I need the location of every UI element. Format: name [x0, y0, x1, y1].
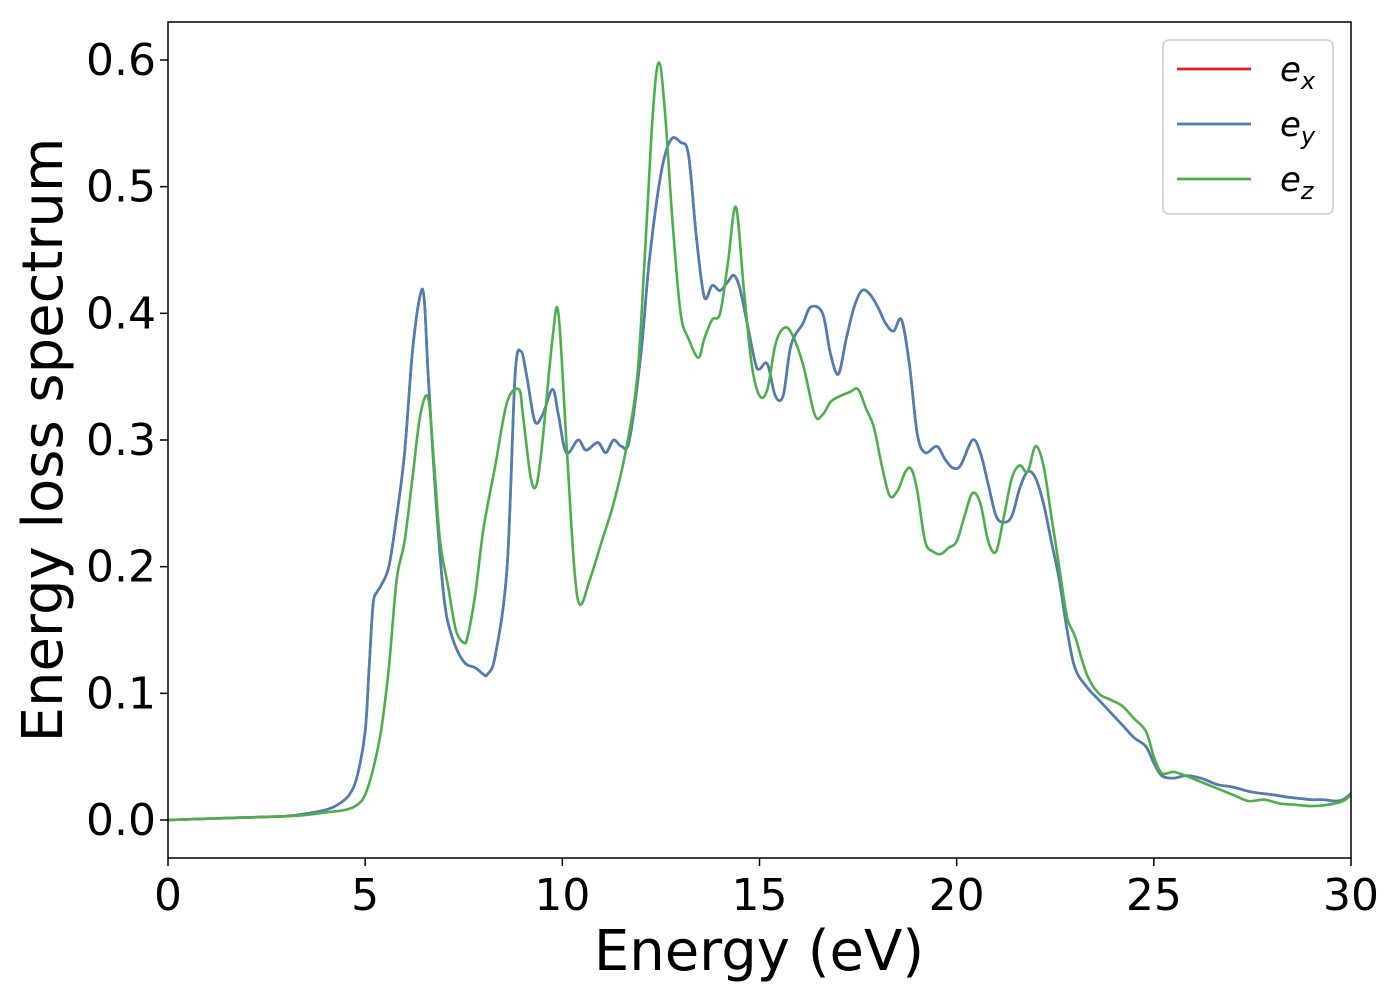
y-tick-label: 0.2 [86, 542, 156, 593]
series-line-ez [168, 61, 1351, 822]
legend-box [1162, 39, 1334, 215]
legend-label-ez: ez [1280, 160, 1315, 205]
legend-label-subscript: z [1300, 177, 1315, 205]
series-line-ey [168, 136, 1351, 822]
y-tick-label: 0.4 [86, 288, 156, 339]
x-tick-label: 20 [929, 870, 985, 921]
x-axis-label: Energy (eV) [594, 919, 924, 984]
y-tick-label: 0.5 [86, 162, 156, 213]
legend-label-subscript: x [1300, 67, 1316, 95]
y-axis-ticks: 0.0 0.1 0.2 0.3 0.4 0.5 0.6 [86, 35, 168, 846]
x-tick-label: 5 [351, 870, 379, 921]
legend-label-base: e [1280, 105, 1301, 145]
plot-lines [168, 61, 1351, 822]
legend-label-ex: ex [1280, 50, 1316, 95]
x-axis-ticks: 0 5 10 15 20 25 30 [154, 858, 1379, 921]
y-tick-label: 0.0 [86, 795, 156, 846]
y-tick-label: 0.3 [86, 415, 156, 466]
x-tick-label: 10 [534, 870, 590, 921]
x-tick-label: 30 [1323, 870, 1379, 921]
legend-label-ey: ey [1280, 105, 1316, 150]
y-axis-label: Energy loss spectrum [11, 138, 76, 743]
x-tick-label: 15 [732, 870, 788, 921]
x-tick-label: 0 [154, 870, 182, 921]
legend-label-subscript: y [1300, 122, 1316, 150]
legend-label-base: e [1280, 50, 1301, 90]
legend-label-base: e [1280, 160, 1301, 200]
y-tick-label: 0.6 [86, 35, 156, 86]
y-tick-label: 0.1 [86, 668, 156, 719]
x-tick-label: 25 [1126, 870, 1182, 921]
